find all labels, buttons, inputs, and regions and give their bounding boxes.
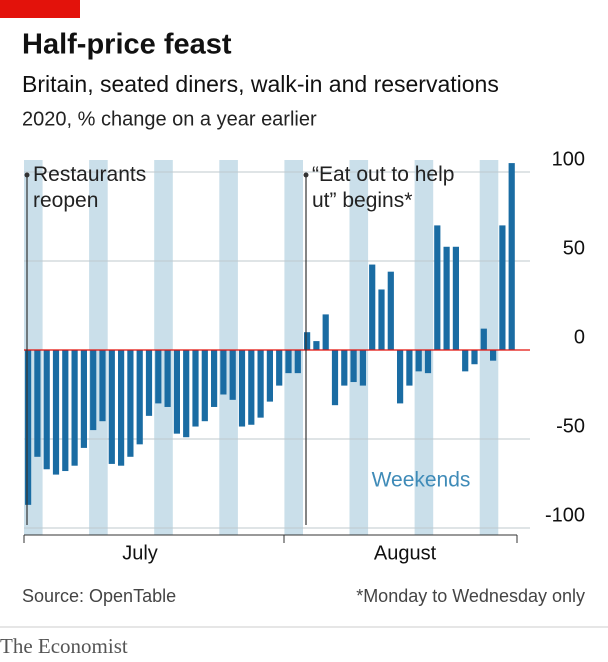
chart-subtitle: Britain, seated diners, walk-in and rese…	[22, 71, 499, 97]
annotation: “Eat out to help ut” begins*	[312, 163, 460, 212]
bar	[43, 350, 50, 470]
note: *Monday to Wednesday only	[356, 586, 585, 606]
weekend-band	[89, 160, 108, 535]
bar	[350, 350, 357, 383]
bar	[276, 350, 283, 386]
weekend-band	[414, 160, 434, 535]
event-dot	[24, 172, 30, 178]
bar	[155, 350, 162, 404]
unit-label: 2020, % change on a year earlier	[22, 108, 317, 130]
chart-title: Half-price feast	[22, 29, 232, 61]
bar	[294, 350, 301, 374]
bar	[266, 350, 273, 402]
bar	[322, 314, 329, 350]
weekend-label: Weekends	[372, 469, 471, 492]
bar	[34, 350, 41, 457]
bar	[25, 350, 32, 505]
bar	[108, 350, 115, 464]
bar	[136, 350, 143, 445]
bar	[173, 350, 180, 434]
y-tick-label: 100	[552, 148, 585, 170]
bar	[313, 341, 320, 350]
bar	[80, 350, 87, 448]
brand: The Economist	[0, 634, 128, 658]
bar	[71, 350, 78, 466]
bar	[369, 264, 376, 350]
y-tick-label: 50	[563, 237, 585, 259]
annotation: Restaurants reopen	[33, 163, 146, 212]
annotation-line: Restaurants	[33, 163, 146, 186]
bar	[359, 350, 366, 386]
bar	[183, 350, 190, 438]
event-dot	[303, 172, 309, 178]
source: Source: OpenTable	[22, 586, 176, 606]
bar	[378, 289, 385, 350]
bar	[331, 350, 339, 406]
bar	[480, 328, 487, 350]
bar	[424, 350, 432, 374]
bar	[341, 350, 348, 386]
bar	[62, 350, 69, 472]
bar	[490, 350, 497, 361]
bar	[499, 225, 506, 350]
annotation-line: reopen	[33, 189, 98, 212]
plot: -100 -50 0 50 100 Restaurants reopen “Eat out t…	[24, 148, 585, 535]
bar	[164, 350, 171, 407]
bar	[285, 350, 292, 374]
bar	[434, 225, 441, 350]
bar	[201, 350, 208, 422]
bar	[238, 350, 246, 427]
bar	[118, 350, 125, 466]
bar	[508, 163, 515, 350]
annotation-line: “Eat out to help	[312, 163, 460, 186]
weekend-band	[154, 160, 173, 535]
y-tick-label: -50	[556, 415, 585, 437]
bar	[443, 246, 450, 350]
bar	[304, 332, 311, 350]
bar	[406, 350, 413, 386]
bar	[471, 350, 478, 365]
bar	[257, 350, 264, 418]
bar	[415, 350, 422, 372]
y-tick-label: 0	[574, 326, 585, 348]
weekend-band	[284, 160, 303, 535]
weekend-band	[219, 160, 238, 535]
bar	[192, 350, 199, 427]
bar	[211, 350, 218, 407]
bar	[462, 350, 469, 372]
bar	[52, 350, 60, 475]
bar	[387, 271, 394, 350]
bar	[220, 350, 227, 395]
bar	[127, 350, 134, 457]
bar	[90, 350, 97, 431]
bar	[248, 350, 255, 425]
y-tick-label: -100	[545, 504, 585, 526]
bar	[99, 350, 106, 422]
month-label: July	[122, 542, 158, 564]
bar	[229, 350, 236, 400]
annotation-line: ut” begins*	[312, 189, 412, 212]
bar	[145, 350, 153, 416]
bar	[397, 350, 404, 404]
weekend-band	[349, 160, 369, 535]
brand-tag	[0, 0, 80, 18]
month-label: August	[374, 542, 437, 564]
bar	[452, 246, 459, 350]
weekend-band	[479, 160, 499, 535]
